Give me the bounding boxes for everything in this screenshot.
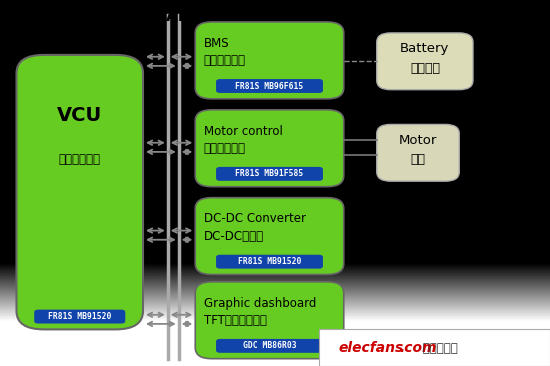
FancyBboxPatch shape [216,79,323,93]
FancyBboxPatch shape [216,167,323,181]
Text: Battery: Battery [400,42,449,55]
FancyBboxPatch shape [195,22,344,99]
Text: DC-DC转换器: DC-DC转换器 [204,229,263,243]
Text: 电机: 电机 [410,153,426,166]
Text: 电机控制单元: 电机控制单元 [204,142,245,155]
FancyBboxPatch shape [195,198,344,274]
Text: FR81S MB91520: FR81S MB91520 [238,257,301,266]
FancyBboxPatch shape [216,255,323,269]
Text: CAN: CAN [156,9,191,24]
Text: GDC MB86R03: GDC MB86R03 [243,341,296,350]
Text: DC-DC Converter: DC-DC Converter [204,212,305,225]
Text: elecfans: elecfans [338,341,404,355]
Text: 电子发烧友: 电子发烧友 [419,342,458,355]
FancyBboxPatch shape [195,110,344,187]
Text: FR81S MB96F615: FR81S MB96F615 [235,82,304,90]
FancyBboxPatch shape [377,33,473,90]
Text: FR81S MB91F585: FR81S MB91F585 [235,169,304,178]
FancyBboxPatch shape [195,282,344,359]
Text: 电池管理系统: 电池管理系统 [204,54,245,67]
Text: FR81S MB91520: FR81S MB91520 [48,312,112,321]
FancyBboxPatch shape [319,329,550,366]
Text: VCU: VCU [57,106,102,125]
Text: .com: .com [400,341,437,355]
Text: 整车控制单元: 整车控制单元 [59,153,101,166]
Text: Motor control: Motor control [204,124,282,138]
Text: Motor: Motor [399,134,437,147]
Text: 动力电池: 动力电池 [410,61,440,75]
Text: Graphic dashboard: Graphic dashboard [204,296,316,310]
FancyBboxPatch shape [216,339,323,353]
FancyBboxPatch shape [34,310,125,324]
Text: BMS: BMS [204,37,229,50]
FancyBboxPatch shape [377,124,459,181]
Text: TFT图形显示仪表: TFT图形显示仪表 [204,314,266,327]
FancyBboxPatch shape [16,55,143,329]
